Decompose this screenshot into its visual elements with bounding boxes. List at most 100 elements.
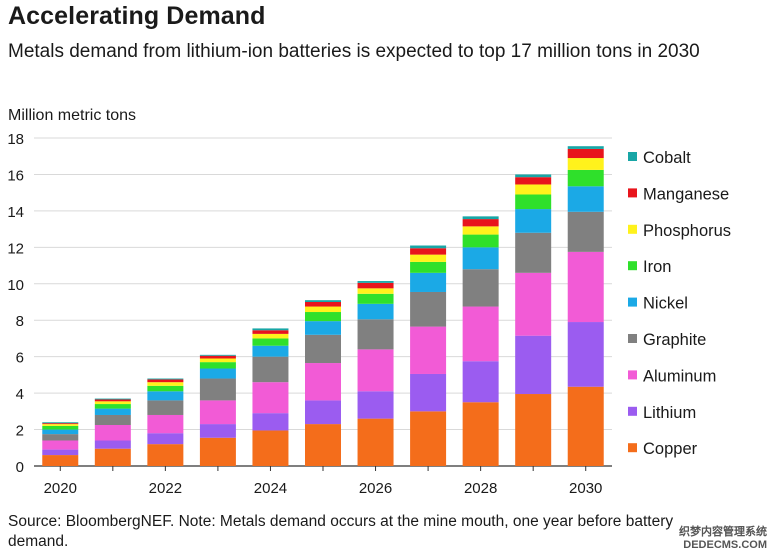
bar-segment-aluminum-2022 [147, 414, 184, 434]
bar-segment-graphite-2027 [410, 291, 447, 327]
bar-segment-iron-2027 [410, 261, 447, 273]
bar-segment-lithium-2022 [147, 433, 184, 445]
bar-segment-graphite-2022 [147, 400, 184, 415]
bar-segment-aluminum-2023 [199, 400, 236, 425]
bar-segment-copper-2021 [94, 448, 131, 466]
bar-segment-nickel-2028 [462, 247, 499, 270]
bar-segment-nickel-2029 [515, 209, 552, 233]
bar-segment-cobalt-2027 [410, 245, 447, 249]
bar-segment-phosphorus-2024 [252, 333, 289, 339]
bar-segment-nickel-2025 [305, 321, 341, 335]
bar-segment-graphite-2024 [252, 356, 289, 383]
chart-subtitle: Metals demand from lithium-ion batteries… [8, 41, 700, 62]
bar-segment-copper-2029 [515, 394, 552, 466]
bar-segment-manganese-2023 [199, 355, 236, 359]
bar-segment-lithium-2030 [567, 322, 604, 387]
bar-segment-nickel-2026 [357, 303, 394, 320]
bar-segment-graphite-2023 [199, 378, 236, 401]
bar-segment-manganese-2027 [410, 248, 447, 255]
bar-segment-phosphorus-2026 [357, 288, 394, 294]
bar-segment-phosphorus-2020 [42, 424, 79, 426]
bar-segment-copper-2025 [305, 424, 341, 466]
bar-segment-iron-2029 [515, 194, 552, 210]
bar-segment-manganese-2022 [147, 379, 184, 383]
stacked-bar-chart: Million metric tons 0 2 4 6 8 10 12 14 16 18 2020… [7, 107, 731, 497]
bar-segment-copper-2028 [462, 402, 499, 466]
bar-segment-manganese-2025 [305, 302, 341, 307]
bar-segment-lithium-2020 [42, 449, 79, 456]
bar-segment-manganese-2024 [252, 330, 289, 334]
bar-segment-nickel-2024 [252, 345, 289, 357]
bar-segment-phosphorus-2029 [515, 184, 552, 195]
legend-swatch-phosphorus [628, 224, 637, 234]
bar-segment-lithium-2021 [94, 440, 131, 449]
bar-segment-phosphorus-2027 [410, 254, 447, 262]
x-tick-label: 2028 [464, 480, 497, 497]
bar-segment-copper-2024 [252, 430, 289, 466]
bar-segment-iron-2026 [357, 293, 394, 304]
bar-segment-nickel-2021 [94, 408, 131, 415]
bar-segment-nickel-2030 [567, 186, 604, 212]
bar-segment-phosphorus-2021 [94, 401, 131, 405]
bar-segment-manganese-2028 [462, 219, 499, 227]
y-axis: 0 2 4 6 8 10 12 14 16 18 [7, 131, 24, 476]
watermark-line1: 织梦内容管理系统 [679, 526, 767, 538]
bar-segment-manganese-2026 [357, 282, 394, 289]
bar-segment-aluminum-2030 [567, 251, 604, 323]
y-tick-label: 8 [16, 313, 24, 330]
x-tick-label: 2026 [359, 480, 392, 497]
legend-swatch-manganese [628, 188, 637, 198]
y-tick-label: 10 [7, 277, 24, 294]
legend-swatch-graphite [628, 334, 637, 343]
bar-segment-lithium-2026 [357, 391, 394, 419]
bar-segment-nickel-2027 [410, 272, 447, 292]
bar-segment-copper-2030 [567, 386, 604, 466]
bar-segment-graphite-2020 [42, 434, 79, 441]
bar-segment-aluminum-2029 [515, 272, 552, 336]
bar-segment-aluminum-2027 [410, 326, 447, 374]
y-tick-label: 16 [7, 167, 24, 184]
bar-segment-lithium-2029 [515, 335, 552, 395]
bar-segment-graphite-2028 [462, 269, 499, 307]
legend-label-graphite: Graphite [643, 331, 706, 349]
y-axis-label: Million metric tons [8, 107, 136, 124]
bar-segment-cobalt-2023 [199, 354, 236, 356]
legend-swatch-cobalt [628, 152, 637, 161]
y-tick-label: 0 [16, 459, 24, 476]
bar-segment-lithium-2027 [410, 373, 447, 412]
bar-segment-graphite-2030 [567, 211, 604, 252]
bar-segment-phosphorus-2022 [147, 382, 184, 386]
bar-segment-manganese-2021 [94, 399, 131, 402]
bar-segment-aluminum-2021 [94, 425, 131, 441]
x-tick-label: 2024 [254, 480, 287, 497]
legend-label-aluminum: Aluminum [643, 367, 716, 385]
bar-segment-cobalt-2030 [567, 146, 604, 149]
bar-segment-copper-2023 [199, 437, 236, 466]
bar-segment-copper-2022 [147, 444, 184, 466]
x-tick-label: 2020 [44, 480, 77, 497]
bar-segment-aluminum-2020 [42, 440, 79, 450]
legend-label-lithium: Lithium [643, 404, 696, 422]
bars [42, 146, 604, 466]
y-tick-label: 18 [7, 131, 24, 148]
bar-segment-lithium-2025 [305, 400, 341, 425]
bar-segment-iron-2022 [147, 385, 184, 392]
bar-segment-cobalt-2025 [305, 300, 341, 302]
bar-segment-cobalt-2028 [462, 216, 499, 220]
legend-label-copper: Copper [643, 440, 698, 458]
bar-segment-nickel-2023 [199, 368, 236, 379]
legend-swatch-nickel [628, 297, 637, 307]
bar-segment-copper-2026 [357, 418, 394, 466]
source-note: Source: BloombergNEF. Note: Metals deman… [8, 513, 674, 550]
bar-segment-iron-2021 [94, 404, 131, 409]
bar-segment-cobalt-2024 [252, 328, 289, 331]
y-tick-label: 2 [16, 423, 24, 440]
bar-segment-iron-2023 [199, 362, 236, 369]
bar-segment-graphite-2029 [515, 232, 552, 273]
bar-segment-nickel-2022 [147, 391, 184, 401]
bar-segment-aluminum-2024 [252, 382, 289, 414]
bar-segment-manganese-2029 [515, 177, 552, 185]
bar-segment-manganese-2030 [567, 148, 604, 159]
bar-segment-graphite-2025 [305, 334, 341, 364]
legend-label-iron: Iron [643, 258, 671, 276]
